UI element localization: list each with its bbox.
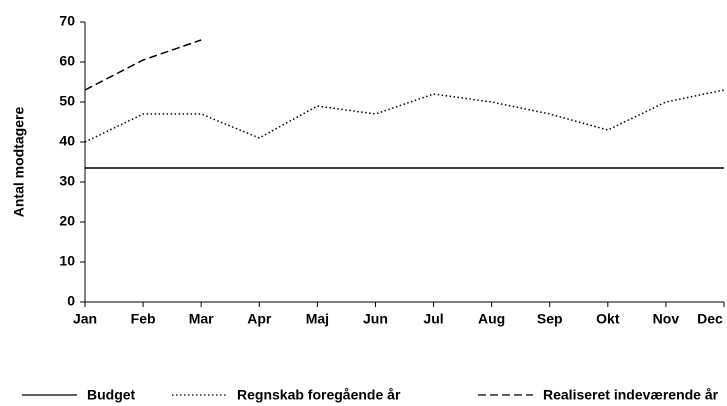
legend-label: Budget xyxy=(87,387,136,403)
y-tick-label: 40 xyxy=(59,133,75,149)
x-tick-label: Jun xyxy=(363,311,388,327)
x-tick-label: Nov xyxy=(653,311,680,327)
x-tick-label: Mar xyxy=(189,311,214,327)
y-tick-label: 30 xyxy=(59,173,75,189)
legend-label: Regnskab foregående år xyxy=(237,387,401,403)
x-tick-label: Apr xyxy=(247,311,272,327)
y-tick-label: 50 xyxy=(59,93,75,109)
y-tick-label: 20 xyxy=(59,213,75,229)
series-line xyxy=(84,39,202,91)
x-tick-label: Maj xyxy=(306,311,329,327)
x-tick-label: Sep xyxy=(537,311,563,327)
x-tick-label: Dec xyxy=(697,311,723,327)
y-tick-label: 70 xyxy=(59,13,75,29)
x-tick-label: Aug xyxy=(478,311,505,327)
x-tick-label: Jul xyxy=(423,311,443,327)
x-tick-label: Okt xyxy=(596,311,620,327)
series-line xyxy=(84,89,725,143)
y-axis-label: Antal modtagere xyxy=(11,107,27,218)
x-tick-label: Jan xyxy=(73,311,97,327)
y-tick-label: 0 xyxy=(67,293,75,309)
x-tick-label: Feb xyxy=(131,311,156,327)
legend-label: Realiseret indeværende år xyxy=(543,387,719,403)
y-tick-label: 60 xyxy=(59,53,75,69)
y-tick-label: 10 xyxy=(59,253,75,269)
